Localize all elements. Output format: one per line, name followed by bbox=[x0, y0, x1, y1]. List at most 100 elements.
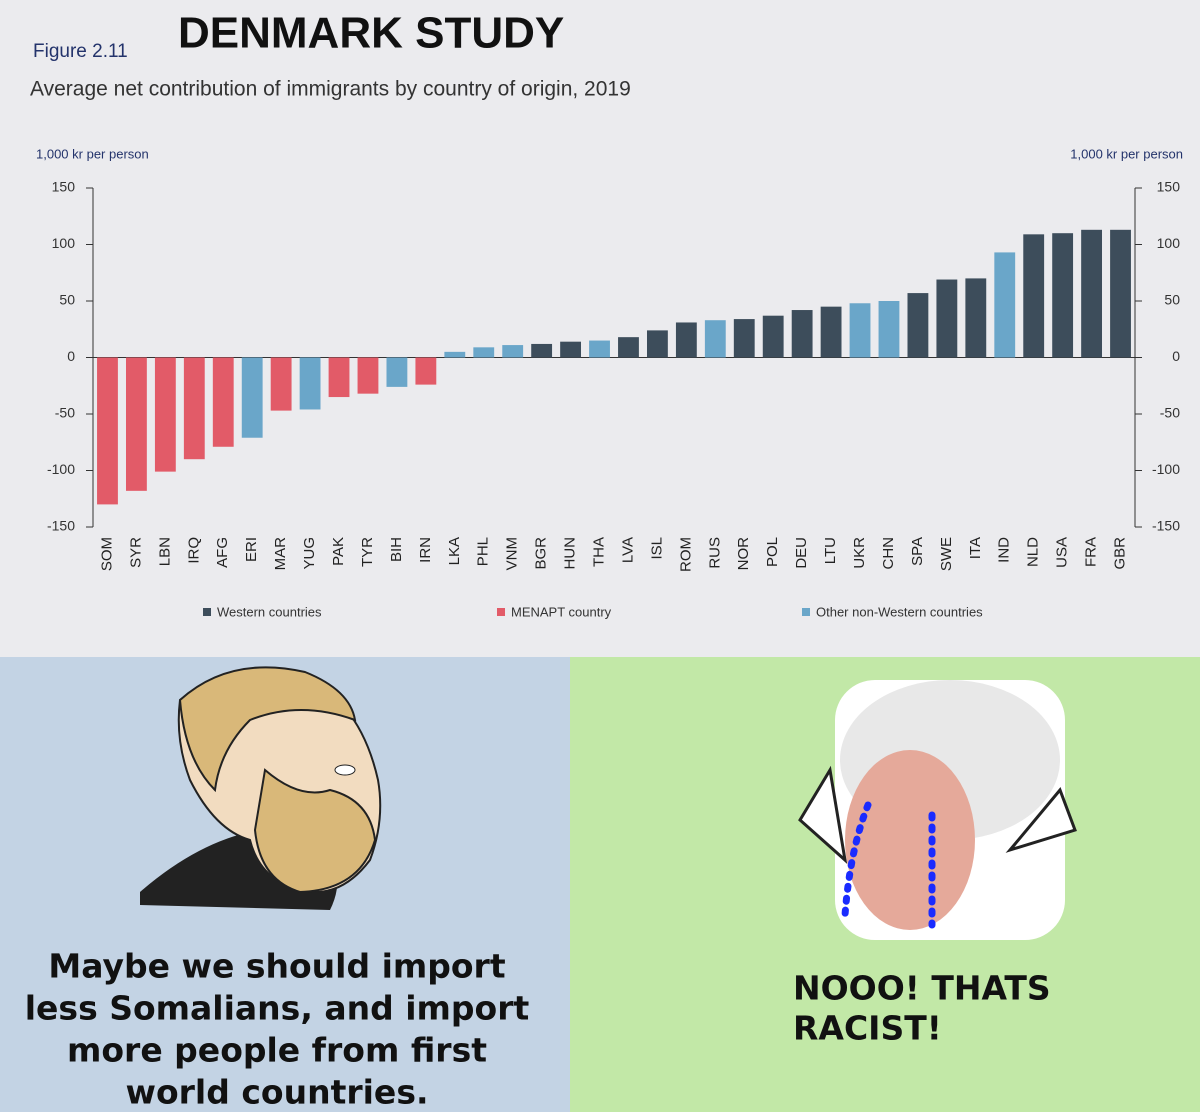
bar bbox=[965, 278, 987, 358]
x-tick-label: LTU bbox=[822, 537, 839, 564]
x-tick-label: BGR bbox=[533, 537, 550, 570]
meme-caption-left: world countries. bbox=[126, 1073, 429, 1112]
legend-swatch bbox=[203, 608, 211, 616]
y2-tick-label: 50 bbox=[1164, 292, 1180, 308]
meme-caption-right: RACIST! bbox=[793, 1009, 942, 1048]
y-axis-label: 1,000 kr per person bbox=[36, 146, 149, 161]
bar bbox=[994, 252, 1016, 358]
x-tick-label: IND bbox=[996, 537, 1013, 563]
x-tick-label: ERI bbox=[243, 537, 260, 562]
x-tick-label: SPA bbox=[909, 537, 926, 566]
meme-caption-left: more people from first bbox=[67, 1031, 487, 1070]
y-tick-label: -150 bbox=[47, 518, 75, 534]
y2-tick-label: 150 bbox=[1157, 179, 1181, 195]
bar bbox=[733, 319, 755, 358]
chart-title: DENMARK STUDY bbox=[178, 9, 564, 58]
bar bbox=[473, 347, 495, 358]
figure-label: Figure 2.11 bbox=[33, 41, 128, 62]
bar bbox=[328, 357, 350, 398]
bar bbox=[212, 357, 234, 447]
bar bbox=[560, 341, 582, 358]
x-tick-label: CHN bbox=[880, 537, 897, 570]
bar bbox=[589, 340, 610, 358]
y2-axis-label: 1,000 kr per person bbox=[1070, 146, 1183, 161]
x-tick-label: NOR bbox=[735, 537, 752, 571]
meme-caption-left: Maybe we should import bbox=[48, 947, 505, 986]
x-tick-label: YUG bbox=[301, 537, 318, 570]
bar bbox=[704, 320, 726, 358]
bar bbox=[502, 345, 524, 358]
chart-subtitle: Average net contribution of immigrants b… bbox=[30, 78, 631, 101]
x-tick-label: UKR bbox=[851, 537, 868, 569]
bar bbox=[675, 322, 697, 358]
y-tick-label: 100 bbox=[52, 235, 76, 251]
bar bbox=[415, 357, 437, 385]
chad-head bbox=[140, 666, 382, 910]
bar bbox=[183, 357, 205, 460]
bar bbox=[357, 357, 379, 394]
bar bbox=[878, 301, 900, 358]
x-tick-label: LKA bbox=[446, 537, 463, 565]
x-tick-label: IRN bbox=[417, 537, 434, 563]
x-tick-label: PHL bbox=[475, 537, 492, 566]
bar bbox=[386, 357, 408, 387]
y2-tick-label: 0 bbox=[1172, 348, 1180, 364]
x-tick-label: ROM bbox=[677, 537, 694, 572]
bar bbox=[936, 279, 958, 358]
x-tick-label: NLD bbox=[1025, 537, 1042, 567]
bar bbox=[241, 357, 263, 438]
bar bbox=[762, 315, 784, 358]
bar bbox=[1052, 233, 1074, 358]
x-tick-label: ITA bbox=[967, 537, 984, 559]
y-tick-label: 150 bbox=[52, 179, 76, 195]
x-tick-label: POL bbox=[764, 537, 781, 567]
bar bbox=[299, 357, 321, 410]
bar bbox=[791, 310, 813, 358]
bar bbox=[907, 293, 929, 358]
x-tick-label: PAK bbox=[330, 537, 347, 566]
x-tick-label: HUN bbox=[562, 537, 579, 570]
y-tick-label: 0 bbox=[67, 348, 75, 364]
x-tick-label: RUS bbox=[706, 537, 723, 569]
y2-tick-label: -50 bbox=[1160, 405, 1180, 421]
bar bbox=[270, 357, 292, 411]
x-tick-label: SYR bbox=[127, 537, 144, 568]
bar bbox=[646, 330, 668, 358]
y-tick-label: -50 bbox=[55, 405, 75, 421]
meme-caption-right: NOOO! THATS bbox=[793, 969, 1051, 1008]
x-tick-label: MAR bbox=[272, 537, 289, 571]
legend-swatch bbox=[802, 608, 810, 616]
x-tick-label: USA bbox=[1054, 537, 1071, 568]
x-tick-label: DEU bbox=[793, 537, 810, 569]
bar bbox=[1110, 229, 1131, 358]
bar bbox=[531, 343, 553, 358]
x-tick-label: ISL bbox=[648, 537, 665, 560]
x-tick-label: TYR bbox=[359, 537, 376, 567]
x-tick-label: FRA bbox=[1083, 537, 1100, 567]
legend-label: MENAPT country bbox=[511, 604, 612, 619]
bar bbox=[97, 357, 118, 505]
bar bbox=[618, 337, 639, 358]
legend-label: Other non-Western countries bbox=[816, 604, 983, 619]
y2-tick-label: -150 bbox=[1152, 518, 1180, 534]
y2-tick-label: -100 bbox=[1152, 461, 1180, 477]
x-tick-label: LBN bbox=[156, 537, 173, 566]
bar bbox=[849, 303, 871, 358]
x-tick-label: SOM bbox=[98, 537, 115, 571]
legend-label: Western countries bbox=[217, 604, 322, 619]
y-tick-label: 50 bbox=[59, 292, 75, 308]
x-tick-label: IRQ bbox=[185, 537, 202, 564]
bar bbox=[820, 306, 842, 358]
x-tick-label: AFG bbox=[214, 537, 231, 568]
bar bbox=[444, 351, 466, 358]
bar bbox=[1023, 234, 1045, 358]
x-tick-label: GBR bbox=[1111, 537, 1128, 570]
bar bbox=[154, 357, 176, 472]
y2-tick-label: 100 bbox=[1157, 235, 1181, 251]
x-tick-label: THA bbox=[590, 537, 607, 567]
y-tick-label: -100 bbox=[47, 461, 75, 477]
x-tick-label: BIH bbox=[388, 537, 405, 562]
crying-face bbox=[798, 680, 1077, 940]
x-tick-label: SWE bbox=[938, 537, 955, 571]
